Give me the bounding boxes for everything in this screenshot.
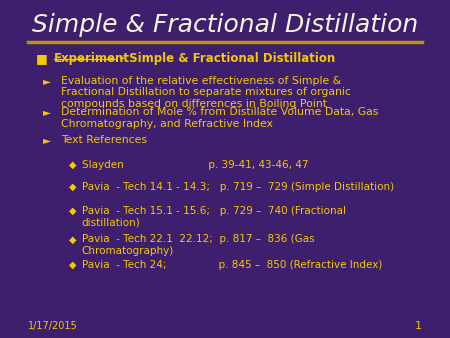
Text: Pavia  - Tech 22.1  22.12;  p. 817 –  836 (Gas
Chromatography): Pavia - Tech 22.1 22.12; p. 817 – 836 (G… [81, 234, 314, 256]
Text: – Simple & Fractional Distillation: – Simple & Fractional Distillation [115, 52, 335, 65]
Text: Pavia  - Tech 24;                p. 845 –  850 (Refractive Index): Pavia - Tech 24; p. 845 – 850 (Refractiv… [81, 260, 382, 270]
Text: ►: ► [43, 76, 51, 86]
Text: Pavia  - Tech 15.1 - 15.6;   p. 729 –  740 (Fractional
distillation): Pavia - Tech 15.1 - 15.6; p. 729 – 740 (… [81, 206, 346, 227]
Text: 1: 1 [414, 320, 422, 331]
Text: ◆: ◆ [68, 234, 76, 244]
Text: ◆: ◆ [68, 160, 76, 170]
Text: Text References: Text References [61, 136, 147, 145]
Text: ►: ► [43, 136, 51, 145]
Text: ■: ■ [36, 52, 47, 65]
Text: Simple & Fractional Distillation: Simple & Fractional Distillation [32, 13, 418, 37]
Text: Experiment: Experiment [54, 52, 130, 65]
Text: Slayden                          p. 39-41, 43-46, 47: Slayden p. 39-41, 43-46, 47 [81, 160, 308, 170]
Text: ◆: ◆ [68, 260, 76, 270]
Text: Determination of Mole % from Distillate Volume Data, Gas
Chromatography, and Ref: Determination of Mole % from Distillate … [61, 107, 378, 128]
Text: Evaluation of the relative effectiveness of Simple &
Fractional Distillation to : Evaluation of the relative effectiveness… [61, 76, 351, 109]
Text: Pavia  - Tech 14.1 - 14.3;   p. 719 –  729 (Simple Distillation): Pavia - Tech 14.1 - 14.3; p. 719 – 729 (… [81, 182, 394, 192]
Text: ◆: ◆ [68, 206, 76, 216]
Text: 1/17/2015: 1/17/2015 [28, 320, 78, 331]
Text: ►: ► [43, 107, 51, 117]
Text: ◆: ◆ [68, 182, 76, 192]
